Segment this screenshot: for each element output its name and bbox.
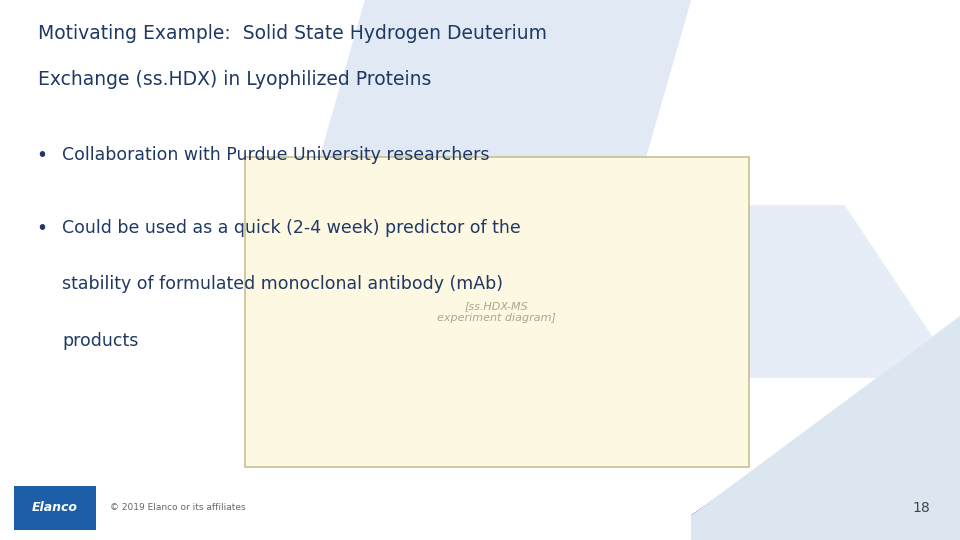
Text: 18: 18 — [913, 501, 930, 515]
Text: Collaboration with Purdue University researchers: Collaboration with Purdue University res… — [62, 146, 490, 164]
Polygon shape — [269, 0, 691, 335]
Text: products: products — [62, 332, 139, 350]
Bar — [0, 478, 691, 540]
Text: Elanco: Elanco — [32, 501, 78, 514]
Text: stability of formulated monoclonal antibody (mAb): stability of formulated monoclonal antib… — [62, 275, 503, 293]
Bar — [14, 486, 96, 530]
Text: © 2019 Elanco or its affiliates: © 2019 Elanco or its affiliates — [110, 503, 246, 512]
Text: Motivating Example:  Solid State Hydrogen Deuterium: Motivating Example: Solid State Hydrogen… — [38, 24, 547, 43]
Polygon shape — [653, 335, 960, 540]
Text: [ss.HDX-MS
experiment diagram]: [ss.HDX-MS experiment diagram] — [438, 301, 556, 322]
Text: Exchange (ss.HDX) in Lyophilized Proteins: Exchange (ss.HDX) in Lyophilized Protein… — [38, 70, 432, 89]
Polygon shape — [658, 316, 960, 540]
Text: Could be used as a quick (2-4 week) predictor of the: Could be used as a quick (2-4 week) pred… — [62, 219, 521, 237]
Bar — [245, 157, 749, 467]
Polygon shape — [499, 205, 960, 378]
Polygon shape — [619, 316, 960, 540]
Text: •: • — [36, 219, 48, 238]
Text: •: • — [36, 146, 48, 165]
